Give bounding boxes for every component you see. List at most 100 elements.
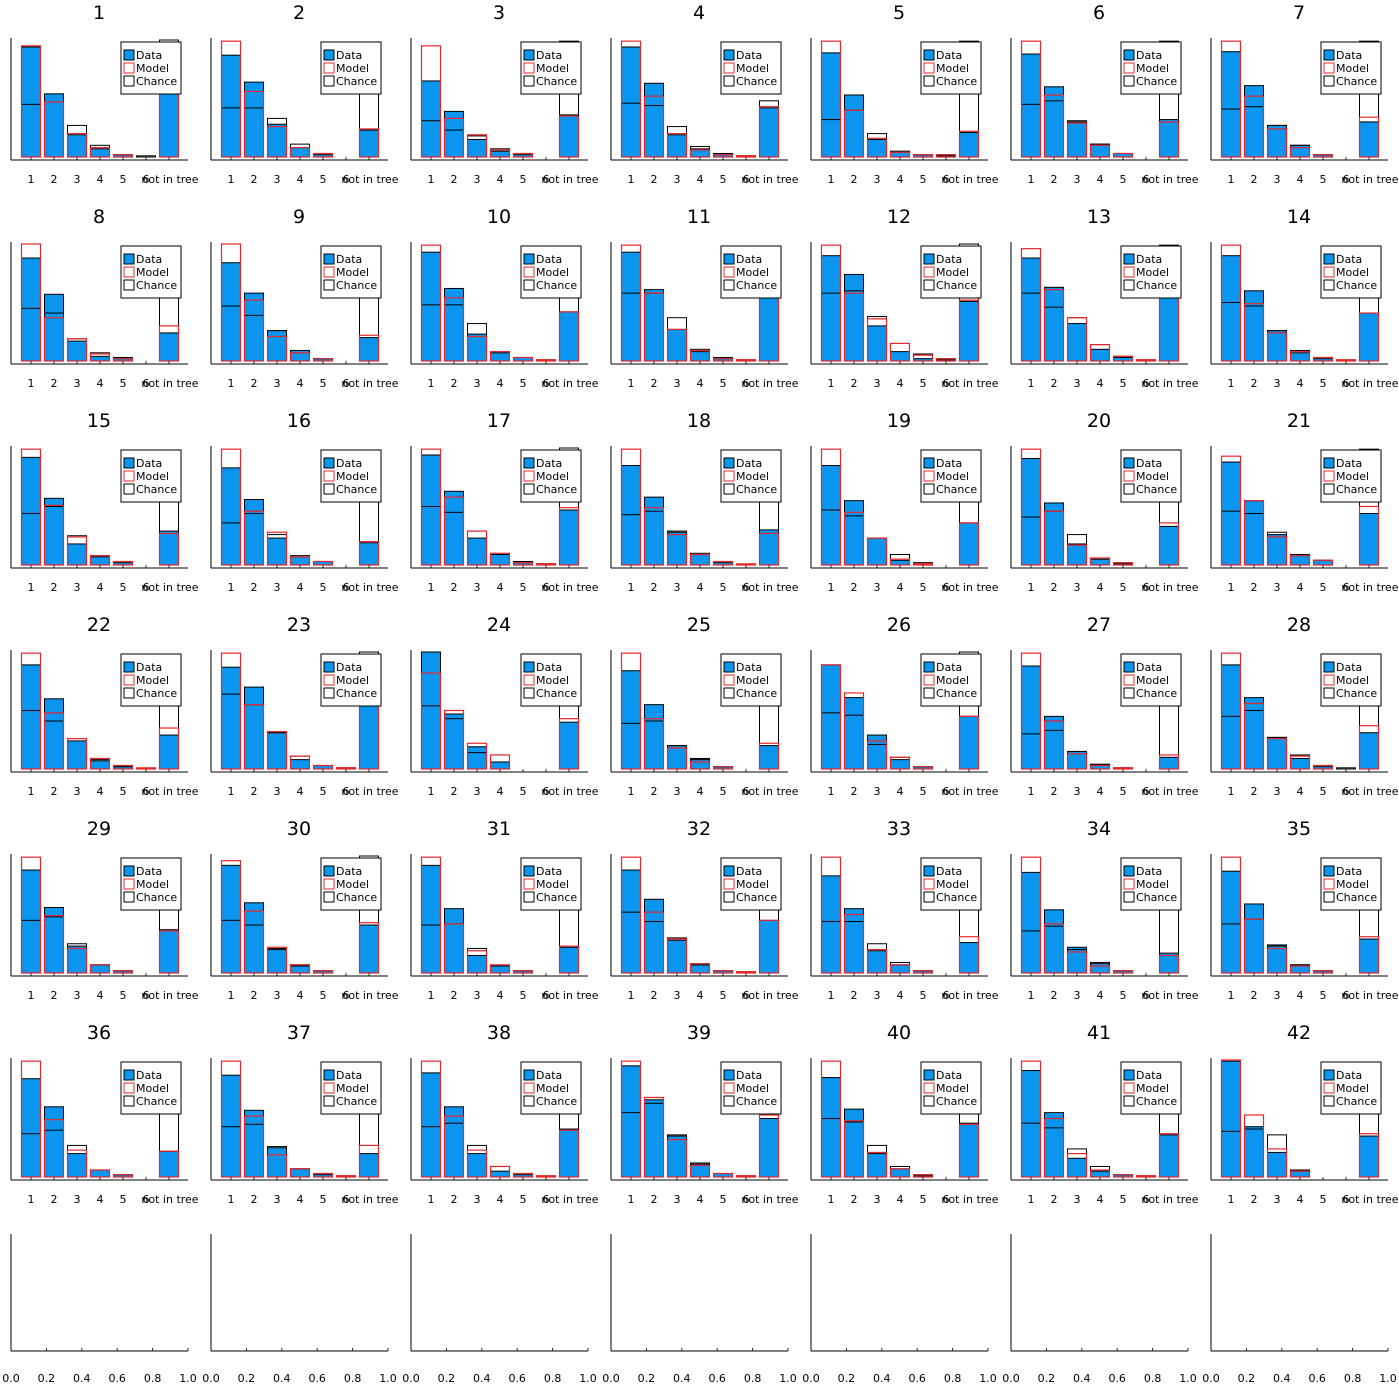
legend-label-model: Model — [536, 674, 569, 687]
x-tick-label: 3 — [74, 1193, 81, 1206]
data-bar — [1221, 255, 1241, 362]
legend-label-data: Data — [136, 253, 162, 266]
legend-swatch-chance — [1123, 279, 1135, 291]
x-tick-label: 6 — [943, 581, 950, 594]
legend-label-data: Data — [1136, 457, 1162, 470]
x-tick-label: not in tree — [941, 377, 998, 390]
legend-swatch-model — [1123, 1082, 1135, 1094]
x-tick-label: 1 — [828, 785, 835, 798]
data-bar — [890, 759, 910, 770]
x-tick-label: not in tree — [541, 173, 598, 186]
legend-label-chance: Chance — [1336, 483, 1377, 496]
x-tick-label: 1 — [1228, 173, 1235, 186]
legend-swatch-data — [1323, 253, 1335, 265]
legend-swatch-data — [523, 457, 535, 469]
x-tick-label: not in tree — [541, 785, 598, 798]
legend-label-chance: Chance — [136, 1095, 177, 1108]
data-bar — [44, 93, 64, 158]
x-tick-label: 5 — [720, 377, 727, 390]
x-tick-label: 1 — [828, 581, 835, 594]
x-tick-label: 5 — [720, 581, 727, 594]
x-tick-label: 1 — [428, 581, 435, 594]
legend-label-data: Data — [1336, 1069, 1362, 1082]
model-bar — [735, 359, 757, 362]
x-tick-label: 6 — [343, 581, 350, 594]
x-tick-label: 6 — [1143, 581, 1150, 594]
x-tick-label: 1 — [828, 377, 835, 390]
x-tick-label: 1 — [28, 377, 35, 390]
x-tick-label: 2 — [1051, 581, 1058, 594]
legend-label-chance: Chance — [736, 891, 777, 904]
legend-label-data: Data — [936, 49, 962, 62]
panel-title: 30 — [287, 818, 311, 840]
x-tick-label: 1 — [28, 785, 35, 798]
legend-label-model: Model — [1336, 62, 1369, 75]
x-tick-label: 1 — [228, 581, 235, 594]
model-bar — [735, 155, 757, 158]
legend-swatch-data — [723, 49, 735, 61]
data-bar — [1090, 558, 1110, 566]
legend-swatch-model — [1123, 62, 1135, 74]
data-bar — [21, 257, 41, 362]
legend-swatch-model — [123, 266, 135, 278]
data-bar — [1159, 119, 1179, 158]
data-bar — [1221, 1060, 1241, 1178]
data-bar — [421, 864, 441, 974]
x-tick-label: 6 — [743, 1193, 750, 1206]
x-tick-label: 6 — [343, 173, 350, 186]
legend-swatch-data — [1323, 457, 1335, 469]
x-tick-label: 5 — [520, 1193, 527, 1206]
legend-label-chance: Chance — [936, 279, 977, 292]
legend-label-model: Model — [336, 1082, 369, 1095]
data-bar — [1359, 312, 1379, 362]
data-bar — [44, 497, 64, 566]
x-tick-label: 2 — [651, 581, 658, 594]
x-tick-label: 5 — [1320, 989, 1327, 1002]
legend-swatch-model — [1323, 674, 1335, 686]
x-tick-label: 4 — [897, 173, 904, 186]
x-tick-label: not in tree — [1141, 581, 1198, 594]
data-bar — [844, 1108, 864, 1178]
legend-swatch-model — [723, 62, 735, 74]
legend-label-model: Model — [336, 266, 369, 279]
data-bar — [1044, 909, 1064, 974]
legend-label-chance: Chance — [136, 279, 177, 292]
x-tick-label: 3 — [1074, 173, 1081, 186]
legend-swatch-model — [523, 470, 535, 482]
legend-label-chance: Chance — [1336, 75, 1377, 88]
model-bar — [135, 767, 157, 770]
data-bar — [1021, 53, 1041, 158]
legend-label-chance: Chance — [336, 687, 377, 700]
legend-swatch-chance — [1123, 687, 1135, 699]
legend-swatch-data — [1123, 865, 1135, 877]
legend-swatch-chance — [523, 891, 535, 903]
x-tick-label: 5 — [920, 581, 927, 594]
x-tick-label: 4 — [497, 581, 504, 594]
legend-label-chance: Chance — [1136, 483, 1177, 496]
x-tick-label: 0.0 — [802, 1372, 820, 1385]
data-bar — [90, 1169, 110, 1178]
x-tick-label: 6 — [943, 785, 950, 798]
x-tick-label: 1 — [628, 173, 635, 186]
x-tick-label: 2 — [251, 581, 258, 594]
x-tick-label: 1 — [228, 377, 235, 390]
legend-label-chance: Chance — [336, 483, 377, 496]
x-tick-label: 6 — [943, 377, 950, 390]
legend-label-chance: Chance — [536, 1095, 577, 1108]
data-bar — [559, 946, 579, 974]
x-tick-label: 0.8 — [744, 1372, 762, 1385]
legend-label-data: Data — [136, 865, 162, 878]
legend-label-data: Data — [336, 49, 362, 62]
data-bar — [1044, 286, 1064, 362]
data-bar — [1221, 664, 1241, 770]
x-tick-label: 6 — [543, 785, 550, 798]
